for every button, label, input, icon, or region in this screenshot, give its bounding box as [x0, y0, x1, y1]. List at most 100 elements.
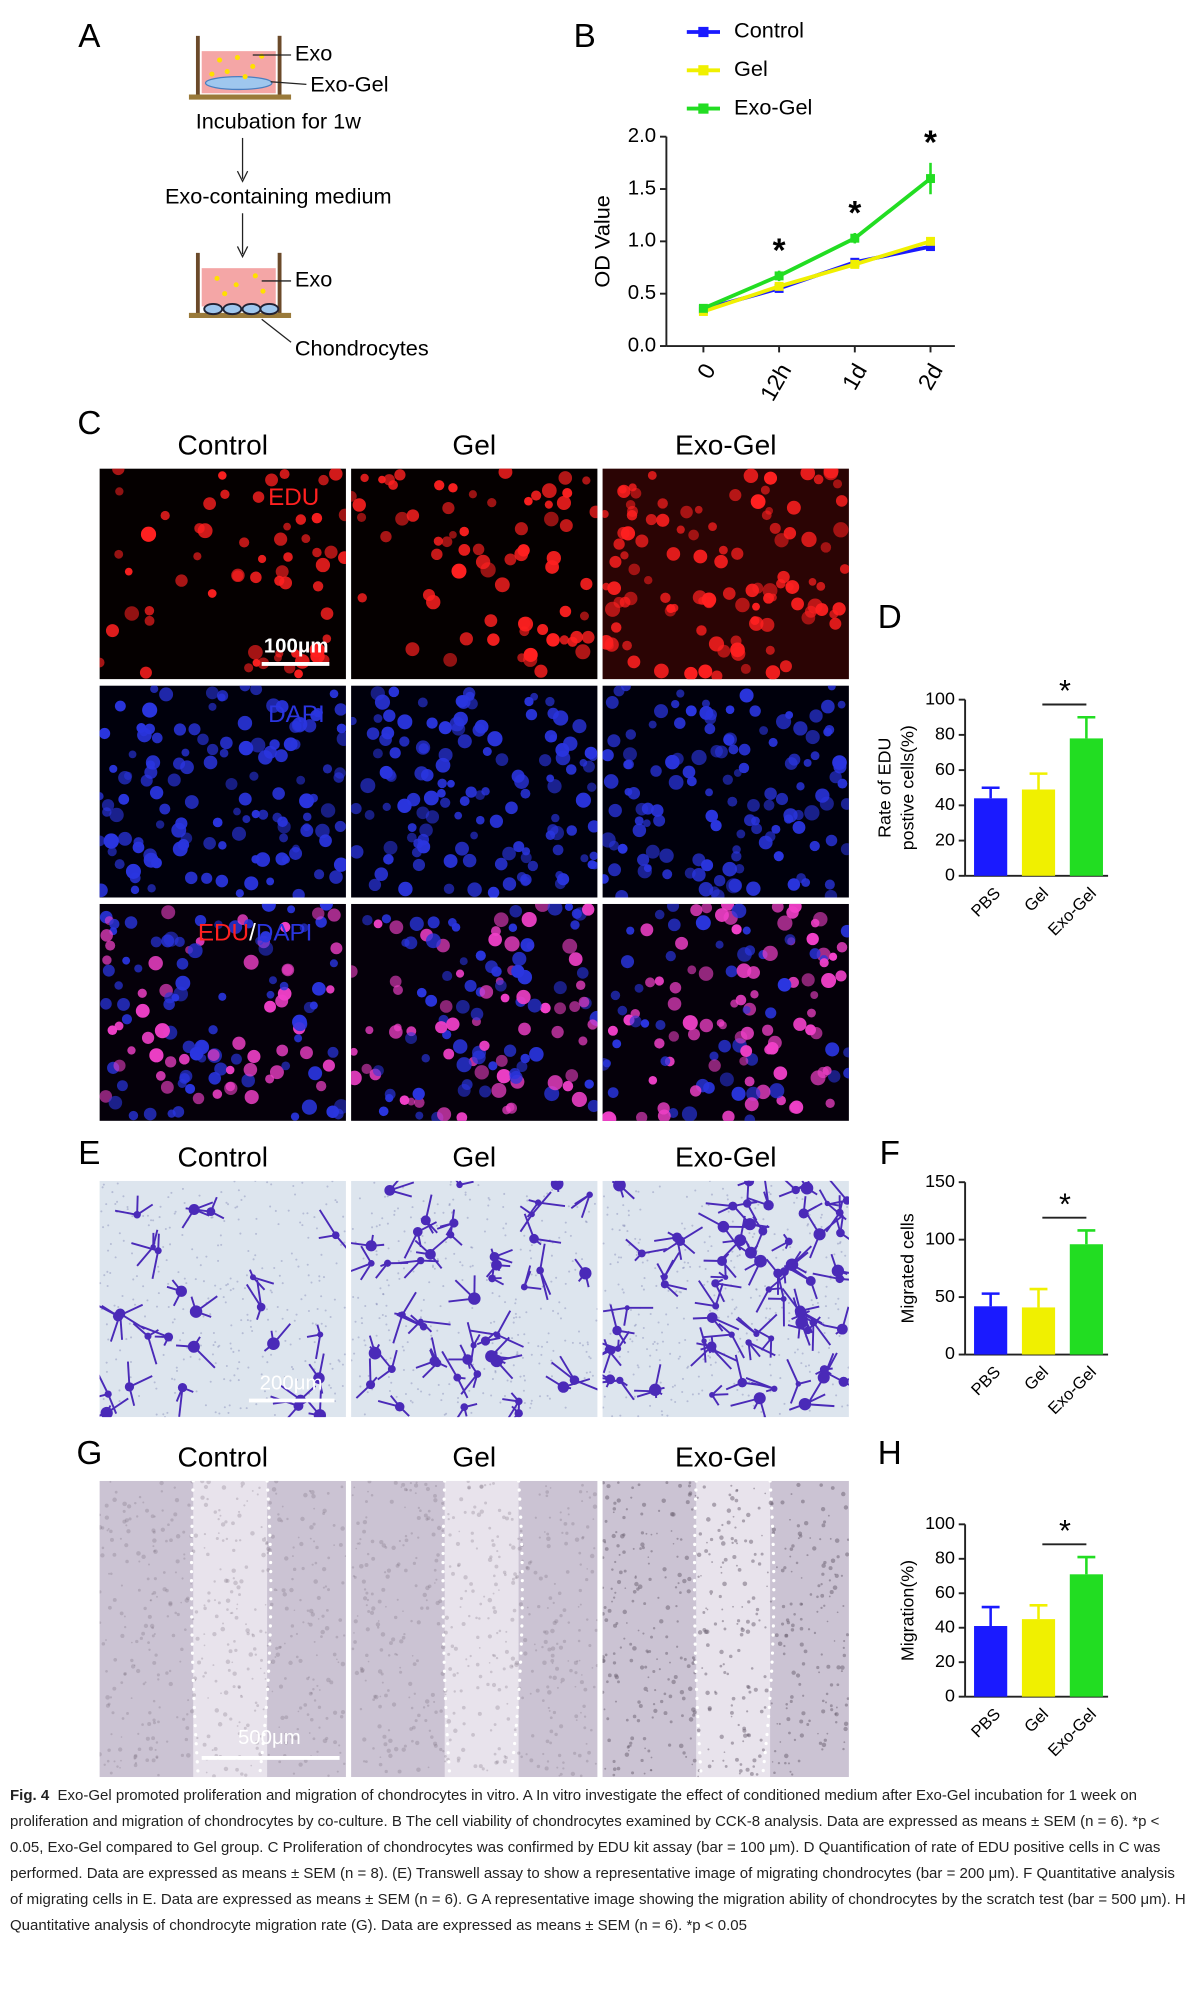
pore [247, 1366, 250, 1369]
pore [604, 1289, 607, 1292]
speckle [309, 1525, 314, 1530]
arrow-head [236, 246, 249, 259]
pore [741, 1393, 744, 1396]
nucleus [791, 597, 804, 611]
nucleus [365, 1026, 374, 1035]
cell-body [795, 1316, 808, 1329]
pore [398, 1277, 401, 1280]
speckle [567, 1621, 571, 1624]
speckle [526, 1606, 529, 1609]
speckle [758, 1754, 762, 1758]
speckle [830, 1486, 835, 1490]
pore [325, 1203, 328, 1206]
speckle [291, 1577, 294, 1581]
nucleus [99, 835, 106, 847]
pore [128, 1322, 131, 1325]
speckle [180, 1753, 184, 1757]
speckle [312, 1688, 315, 1691]
speckle [845, 1552, 849, 1557]
speckle [821, 1563, 826, 1568]
pore [274, 1330, 277, 1333]
nucleus [159, 687, 174, 702]
pore [291, 1368, 295, 1371]
speckle [574, 1685, 577, 1688]
speckle [506, 1717, 511, 1721]
speckle [846, 1697, 849, 1701]
speckle [433, 1741, 438, 1746]
nucleus [184, 795, 199, 809]
pore [801, 1198, 804, 1201]
speckle [107, 1605, 112, 1610]
speckle [351, 1647, 355, 1651]
nucleus [739, 1056, 749, 1066]
nucleus [765, 645, 775, 655]
pore [510, 1380, 513, 1383]
pore [769, 1363, 772, 1366]
nucleus [248, 644, 263, 660]
pore [558, 1236, 561, 1239]
pore [638, 1238, 641, 1241]
x-tick-label: Gel [1020, 884, 1052, 916]
speckle [778, 1722, 781, 1725]
nucleus [114, 1021, 124, 1031]
speckle [748, 1539, 754, 1544]
speckle [489, 1670, 493, 1674]
nucleus [434, 480, 445, 491]
pore [318, 1275, 321, 1278]
pore [183, 1277, 186, 1280]
nucleus [728, 744, 739, 755]
speckle [487, 1557, 493, 1563]
speckle [771, 1761, 774, 1763]
speckle [184, 1598, 190, 1603]
cell-body [824, 1200, 830, 1207]
nucleus [613, 538, 625, 550]
speckle [387, 1729, 391, 1732]
speckle [388, 1753, 393, 1759]
nucleus [274, 532, 288, 546]
speckle [548, 1596, 553, 1600]
speckle [574, 1714, 579, 1719]
pore [837, 1297, 840, 1300]
y-tick-label: 1.0 [628, 230, 656, 252]
speckle [573, 1660, 578, 1665]
x-tick-label: Exo-Gel [1044, 1362, 1100, 1418]
nucleus [474, 719, 489, 734]
nucleus [736, 829, 746, 839]
pore [106, 1285, 109, 1288]
nucleus [272, 787, 285, 800]
speckle [748, 1690, 752, 1694]
pore [289, 1343, 292, 1346]
speckle [240, 1695, 244, 1699]
pore [358, 1375, 361, 1378]
pore [670, 1398, 673, 1401]
nucleus [832, 602, 846, 616]
cell-process [826, 1202, 847, 1221]
cell-process [580, 1194, 591, 1219]
speckle [671, 1679, 676, 1685]
pore [525, 1311, 528, 1314]
nucleus [546, 774, 555, 783]
nucleus [518, 1022, 531, 1036]
speckle [105, 1695, 110, 1700]
pore [634, 1237, 637, 1240]
speckle [227, 1668, 231, 1672]
speckle [574, 1671, 578, 1675]
speckle [211, 1749, 214, 1752]
pore [586, 1341, 589, 1344]
speckle [270, 1534, 275, 1539]
nucleus [810, 1027, 823, 1040]
micrograph [99, 685, 346, 898]
nucleus [559, 519, 573, 533]
cell-process [401, 1291, 417, 1316]
cell-process [623, 1307, 629, 1326]
speckle [100, 1553, 105, 1558]
nucleus [612, 1039, 622, 1049]
nucleus [115, 487, 124, 496]
cell-process [789, 1383, 800, 1404]
speckle [800, 1577, 803, 1579]
speckle [355, 1547, 358, 1550]
pore [237, 1189, 240, 1192]
pore [588, 1355, 591, 1358]
pore [627, 1350, 630, 1353]
speckle [448, 1565, 452, 1568]
